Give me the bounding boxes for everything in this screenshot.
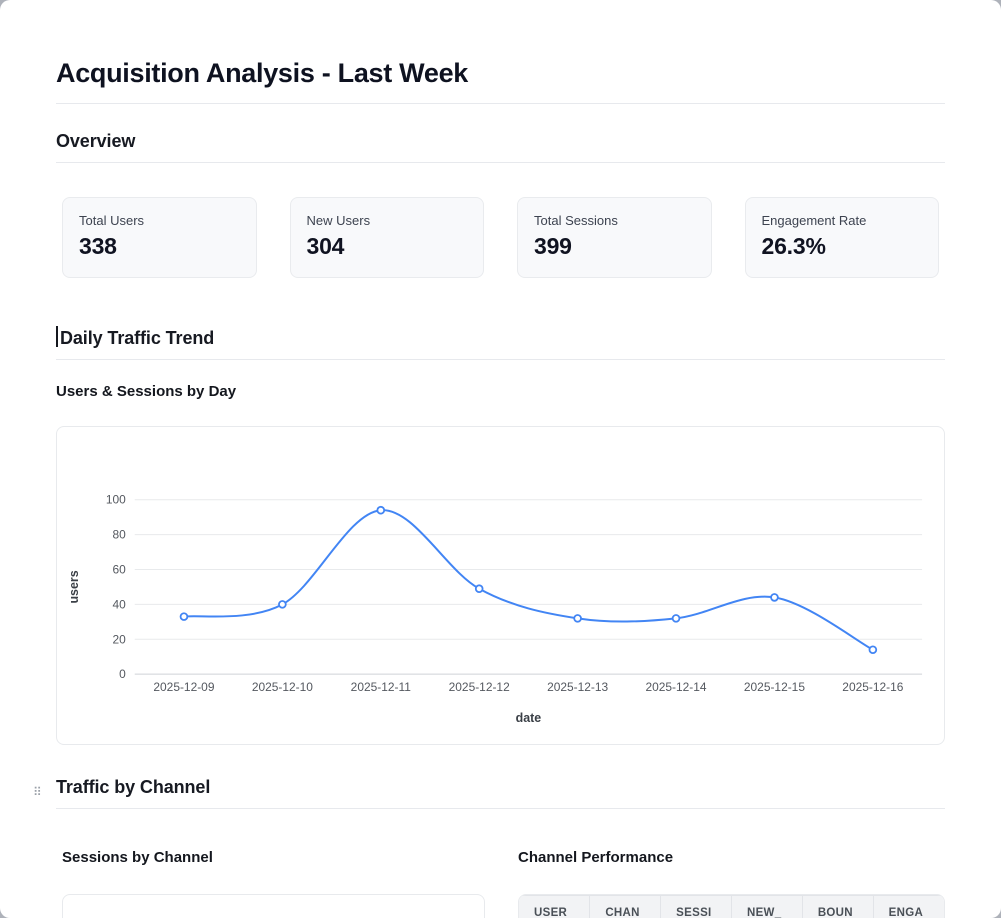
- metric-card-engagement-rate: Engagement Rate 26.3%: [744, 197, 939, 278]
- table-header-row: USERS CHANNEL SESSIONS NEW_USERS BOUNCE_…: [519, 894, 944, 918]
- metric-label: New Users: [306, 213, 371, 228]
- pie-chart-title: Sessions by Channel: [62, 848, 213, 866]
- pie-column: Sessions by Channel Referral: [62, 849, 485, 918]
- svg-text:2025-12-12: 2025-12-12: [449, 680, 510, 694]
- svg-text:80: 80: [112, 528, 126, 542]
- metric-value: 304: [306, 233, 345, 259]
- table-title: Channel Performance: [518, 848, 674, 866]
- pie-chart-card: Referral: [62, 893, 485, 918]
- metric-card-total-sessions: Total Sessions 399: [517, 197, 712, 278]
- metric-card-new-users: New Users 304: [289, 197, 484, 278]
- metric-value: 338: [79, 233, 117, 259]
- column-header-engagement-rate: ENGAGEMENT_RATE_PCT: [872, 894, 944, 918]
- section-heading-overview[interactable]: Overview: [56, 131, 136, 151]
- svg-text:20: 20: [112, 632, 126, 646]
- line-chart-title: Users & Sessions by Day: [56, 383, 237, 400]
- section-heading-traffic-by-channel[interactable]: Traffic by Channel: [56, 776, 211, 797]
- svg-text:2025-12-13: 2025-12-13: [547, 680, 608, 694]
- svg-text:2025-12-11: 2025-12-11: [351, 680, 412, 694]
- bottom-columns: Sessions by Channel Referral Channel Per…: [62, 849, 945, 918]
- divider: [56, 162, 945, 163]
- svg-text:0: 0: [119, 667, 126, 681]
- section-heading-daily-traffic[interactable]: Daily Traffic Trend: [56, 326, 945, 349]
- channel-performance-table: USERS CHANNEL SESSIONS NEW_USERS BOUNCE_…: [519, 894, 944, 918]
- pie-callout: Referral: [63, 895, 484, 918]
- svg-text:2025-12-14: 2025-12-14: [645, 680, 706, 694]
- svg-text:40: 40: [112, 597, 126, 611]
- cell-drag-handle-icon[interactable]: ⠿: [33, 785, 42, 799]
- divider: [56, 103, 945, 104]
- column-header-channel: CHANNEL: [589, 894, 662, 918]
- column-header-bounce-rate: BOUNCE_RATE_PCT: [801, 894, 874, 918]
- metric-label: Engagement Rate: [761, 213, 867, 228]
- metric-value: 399: [534, 233, 572, 259]
- metric-cards-row: Total Users 338 New Users 304 Total Sess…: [62, 197, 939, 278]
- channel-performance-card: USERS CHANNEL SESSIONS NEW_USERS BOUNCE_…: [518, 893, 945, 918]
- line-chart-card: 0 20 40 60 80 100 2025-12-09 2025-12-10 2025-12-…: [56, 426, 945, 745]
- svg-text:2025-12-15: 2025-12-15: [744, 680, 805, 694]
- metric-label: Total Users: [79, 213, 145, 228]
- line-chart-svg: 0 20 40 60 80 100 2025-12-09 2025-12-10 2025-12-…: [67, 493, 923, 725]
- svg-text:2025-12-09: 2025-12-09: [153, 680, 214, 694]
- metric-card-total-users: Total Users 338: [62, 197, 257, 278]
- svg-text:2025-12-16: 2025-12-16: [842, 680, 903, 694]
- column-header-sessions: SESSIONS: [660, 894, 732, 918]
- svg-text:2025-12-10: 2025-12-10: [252, 680, 313, 694]
- svg-text:date: date: [516, 711, 542, 725]
- text-cursor: [56, 326, 58, 347]
- svg-text:60: 60: [112, 563, 126, 577]
- page-title: Acquisition Analysis - Last Week: [56, 58, 469, 88]
- divider: [56, 359, 945, 360]
- column-header-new-users: NEW_USERS: [730, 894, 803, 918]
- metric-value: 26.3%: [761, 233, 826, 259]
- table-column: Channel Performance USERS CHANNEL SESSIO…: [518, 849, 945, 918]
- metric-label: Total Sessions: [534, 213, 618, 228]
- svg-text:100: 100: [106, 493, 126, 507]
- svg-text:users: users: [67, 570, 81, 603]
- column-header-users: USERS: [519, 894, 591, 918]
- divider: [56, 807, 945, 809]
